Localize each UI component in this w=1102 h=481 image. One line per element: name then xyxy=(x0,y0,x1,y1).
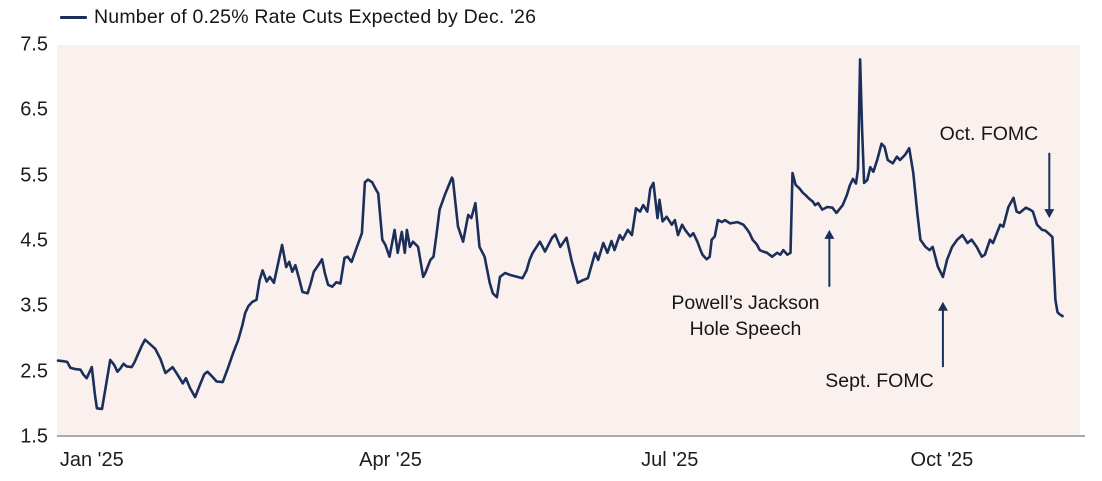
x-tick-label: Jul '25 xyxy=(641,449,699,471)
y-tick-label: 2.5 xyxy=(20,360,48,383)
y-tick-label: 1.5 xyxy=(20,425,48,448)
annotation-sept-fomc-label: Sept. FOMC xyxy=(825,369,934,392)
y-tick-label: 7.5 xyxy=(20,33,48,56)
legend-line-swatch xyxy=(60,16,87,19)
y-tick-label: 3.5 xyxy=(20,294,48,317)
x-tick-label: Apr '25 xyxy=(359,449,422,471)
y-tick-label: 5.5 xyxy=(20,164,48,187)
annotation-oct-fomc-label: Oct. FOMC xyxy=(939,122,1039,145)
y-tick-label: 6.5 xyxy=(20,98,48,121)
legend: Number of 0.25% Rate Cuts Expected by De… xyxy=(60,6,536,29)
x-tick-label: Oct '25 xyxy=(910,449,974,471)
y-tick-label: 4.5 xyxy=(20,229,48,252)
x-tick-label: Jan '25 xyxy=(59,449,124,471)
legend-label: Number of 0.25% Rate Cuts Expected by De… xyxy=(94,6,537,28)
x-axis-line xyxy=(57,435,1085,437)
annotation-powell-jackson-hole-label: Powell’s Jackson Hole Speech xyxy=(671,292,820,341)
